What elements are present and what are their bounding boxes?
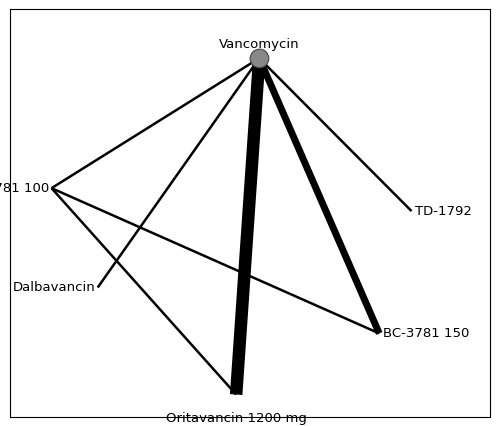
Text: Vancomycin: Vancomycin: [219, 37, 300, 51]
Text: Dalbavancin: Dalbavancin: [12, 281, 96, 294]
Point: [255, 55, 263, 62]
Text: Oritavancin 1200 mg: Oritavancin 1200 mg: [166, 412, 306, 425]
Text: TD-1792: TD-1792: [415, 204, 472, 218]
Text: BC-3781 150: BC-3781 150: [383, 327, 470, 340]
Text: BC-3781 100: BC-3781 100: [0, 181, 49, 195]
